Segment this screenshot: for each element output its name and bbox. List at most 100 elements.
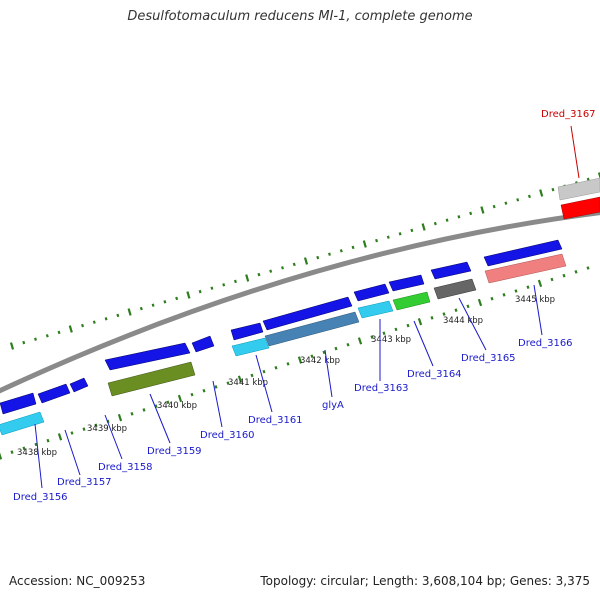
minor-tick	[316, 255, 320, 260]
cds-arrow[interactable]	[430, 261, 472, 280]
gene-label[interactable]: Dred_3166	[518, 338, 573, 349]
major-tick	[597, 172, 600, 180]
major-tick	[237, 375, 243, 383]
minor-tick	[142, 408, 146, 412]
cds-arrow[interactable]	[191, 335, 215, 353]
minor-tick	[328, 252, 331, 256]
major-tick	[537, 279, 543, 288]
minor-tick	[394, 327, 398, 332]
gene-label[interactable]: Dred_3156	[13, 492, 68, 503]
gene-bar[interactable]	[357, 300, 394, 319]
minor-tick	[292, 262, 296, 267]
minor-tick	[22, 340, 26, 345]
gene-bar[interactable]	[231, 337, 270, 357]
major-tick	[539, 189, 544, 197]
minor-tick	[81, 323, 85, 328]
genome-backbone	[0, 210, 600, 394]
gene-bar[interactable]	[264, 311, 360, 347]
minor-tick	[526, 285, 530, 289]
cds-arrow[interactable]	[37, 383, 71, 404]
minor-tick	[22, 446, 26, 451]
label-leader-line	[149, 393, 171, 444]
minor-tick	[175, 296, 179, 301]
minor-tick	[46, 438, 50, 443]
minor-tick	[551, 187, 555, 192]
major-tick	[9, 342, 15, 350]
gene-label[interactable]: Dred_3164	[407, 369, 462, 380]
gene-label[interactable]: Dred_3160	[200, 430, 255, 441]
minor-tick	[226, 381, 230, 385]
minor-tick	[198, 289, 202, 294]
minor-tick	[310, 354, 314, 359]
label-leader-line	[570, 125, 580, 179]
kbp-label: 3444 kbp	[443, 316, 483, 326]
minor-tick	[502, 293, 506, 297]
gene-bar[interactable]	[484, 253, 567, 284]
gene-label[interactable]: Dred_3158	[98, 462, 153, 473]
inner-tick-ring	[0, 266, 590, 460]
gene-bar[interactable]	[107, 361, 196, 397]
gene-label[interactable]: Dred_3161	[248, 415, 303, 426]
minor-tick	[233, 279, 237, 284]
gene-label[interactable]: glyA	[322, 400, 344, 411]
label-leader-line	[104, 414, 123, 460]
cds-arrow[interactable]	[0, 392, 37, 415]
major-tick	[186, 291, 191, 299]
gene-bar[interactable]	[392, 291, 431, 311]
minor-tick	[222, 283, 226, 287]
cds-arrow[interactable]	[388, 274, 425, 292]
minor-tick	[166, 400, 170, 405]
minor-tick	[34, 442, 38, 447]
cds-arrow[interactable]	[353, 283, 390, 302]
major-tick	[0, 452, 3, 460]
minor-tick	[430, 316, 434, 320]
gene-label[interactable]: Dred_3157	[57, 477, 112, 488]
minor-tick	[351, 245, 355, 250]
major-tick	[127, 308, 132, 316]
minor-tick	[322, 350, 326, 355]
gene-bar[interactable]	[0, 411, 45, 436]
gene-bar-grey[interactable]	[557, 177, 600, 201]
kbp-label: 3445 kbp	[515, 295, 555, 305]
gene-label[interactable]: Dred_3167	[541, 109, 596, 120]
minor-tick	[550, 277, 554, 282]
label-leader-line	[413, 320, 434, 367]
minor-tick	[70, 431, 74, 435]
minor-tick	[398, 232, 402, 236]
label-leader-line	[324, 349, 333, 398]
label-leader-line	[533, 284, 543, 336]
minor-tick	[334, 346, 338, 351]
minor-tick	[586, 266, 590, 270]
major-tick	[297, 356, 303, 364]
kbp-label: 3439 kbp	[87, 424, 127, 434]
minor-tick	[262, 369, 266, 374]
minor-tick	[562, 273, 566, 278]
major-tick	[357, 337, 363, 345]
kbp-label: 3440 kbp	[157, 401, 197, 411]
gene-label[interactable]: Dred_3163	[354, 383, 409, 394]
cds-arrow[interactable]	[483, 239, 563, 267]
gene-label[interactable]: Dred_3165	[461, 353, 516, 364]
cds-arrow[interactable]	[230, 322, 264, 341]
minor-tick	[250, 373, 254, 378]
gene-bar[interactable]	[433, 278, 477, 300]
minor-tick	[92, 320, 96, 324]
cds-arrow[interactable]	[69, 377, 89, 393]
rna-features	[557, 177, 600, 220]
gene-bar-red[interactable]	[560, 196, 600, 220]
cds-arrow[interactable]	[262, 296, 353, 331]
gene-label[interactable]: Dred_3159	[147, 446, 202, 457]
label-leader-line	[255, 354, 273, 413]
cds-arrow[interactable]	[104, 342, 191, 371]
major-tick	[117, 413, 123, 422]
minor-tick	[406, 323, 410, 328]
minor-tick	[375, 238, 379, 243]
minor-tick	[574, 270, 578, 274]
major-tick	[245, 274, 250, 282]
minor-tick	[490, 296, 494, 301]
major-tick	[177, 394, 183, 403]
minor-tick	[370, 335, 374, 339]
minor-tick	[94, 423, 98, 428]
gene-labels: Dred_3156 Dred_3157 Dred_3158 Dred_3159 Dred…	[13, 109, 596, 503]
